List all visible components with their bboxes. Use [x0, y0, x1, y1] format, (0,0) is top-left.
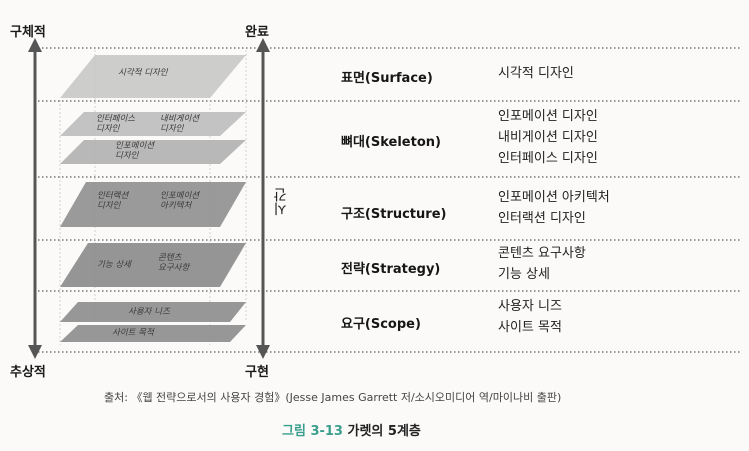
- surface-plane: [60, 55, 246, 98]
- layer-name-surface: 표면(Surface): [341, 71, 433, 86]
- skeleton-upper-plane: [60, 112, 246, 136]
- abstract-label: 추상적: [10, 365, 46, 380]
- layer-item: 사이트 목적: [498, 320, 562, 335]
- structure-plane: [60, 182, 246, 227]
- layer-item: 인포메이션 디자인: [498, 109, 598, 124]
- figure-number: 그림 3-13: [282, 424, 343, 439]
- layer-item: 사용자 니즈: [498, 299, 562, 314]
- plane-text-interface: 인터페이스 디자인: [96, 114, 136, 134]
- implementation-label: 구현: [245, 365, 269, 380]
- layer-item: 내비게이션 디자인: [498, 130, 598, 145]
- layer-name-strategy: 전략(Strategy): [341, 262, 441, 277]
- concrete-abstract-arrow: [28, 38, 42, 359]
- separator-lines: [38, 47, 740, 353]
- layer-item: 인터랙션 디자인: [498, 211, 586, 226]
- scope-lower-plane: [60, 325, 246, 342]
- skeleton-lower-plane: [60, 140, 246, 164]
- layer-item: 콘텐츠 요구사항: [498, 246, 586, 261]
- layer-item: 시각적 디자인: [498, 66, 574, 81]
- plane-text-navigation: 내비게이션 디자인: [160, 114, 200, 134]
- layer-item: 인터페이스 디자인: [498, 151, 598, 166]
- plane-text-surface: 시각적 디자인: [118, 68, 168, 78]
- scope-upper-plane: [60, 302, 246, 322]
- layer-items-surface: 시각적 디자인: [498, 63, 574, 84]
- plane-text-interaction: 인터랙션 디자인: [97, 191, 129, 211]
- time-axis-label: 시간: [273, 188, 289, 216]
- strategy-plane: [60, 243, 246, 287]
- time-arrow: [256, 38, 270, 359]
- plane-text-information-architecture: 인포메이션 아키텍처: [160, 191, 200, 211]
- plane-text-content-requirements: 콘텐츠 요구사항: [158, 253, 190, 273]
- layer-name-scope: 요구(Scope): [341, 317, 421, 332]
- plane-text-user-needs: 사용자 니즈: [128, 307, 170, 317]
- source-credit: 출처: 《웹 전략으로서의 사용자 경험》(Jesse James Garret…: [104, 391, 562, 404]
- layer-name-skeleton: 뼈대(Skeleton): [341, 135, 441, 150]
- plane-text-functional-spec: 기능 상세: [97, 260, 131, 270]
- figure-caption: 그림 3-13 가렛의 5계층: [282, 420, 421, 439]
- layer-items-skeleton: 인포메이션 디자인 내비게이션 디자인 인터페이스 디자인: [498, 106, 598, 169]
- layer-items-scope: 사용자 니즈 사이트 목적: [498, 296, 562, 338]
- plane-text-information-design: 인포메이션 디자인: [115, 141, 155, 161]
- layer-items-strategy: 콘텐츠 요구사항 기능 상세: [498, 243, 586, 285]
- plane-text-site-objectives: 사이트 목적: [112, 328, 154, 338]
- layer-items-structure: 인포메이션 아키텍처 인터랙션 디자인: [498, 187, 610, 229]
- completion-label: 완료: [245, 25, 269, 40]
- layer-item: 기능 상세: [498, 267, 550, 282]
- layer-item: 인포메이션 아키텍처: [498, 190, 610, 205]
- layer-name-structure: 구조(Structure): [341, 207, 447, 222]
- concrete-label: 구체적: [10, 25, 46, 40]
- figure-title: 가렛의 5계층: [347, 424, 421, 439]
